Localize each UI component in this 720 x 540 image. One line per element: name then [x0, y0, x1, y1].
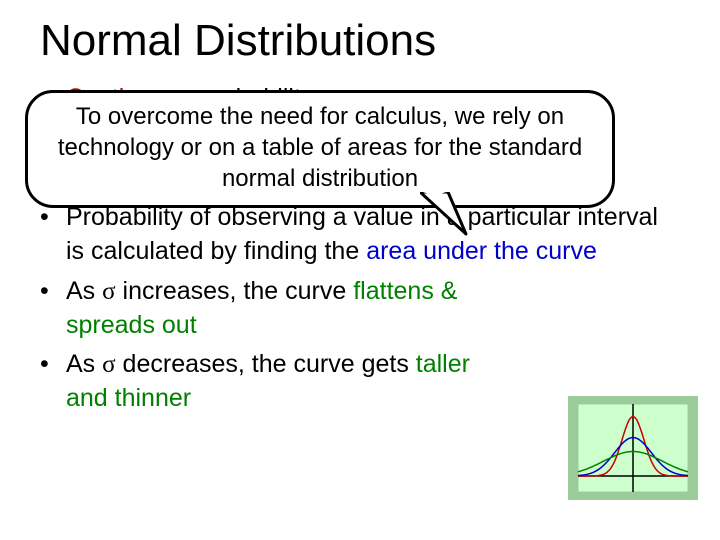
sigma-mini-chart-svg — [568, 396, 698, 500]
bullet-6-t2: decreases, the curve gets — [116, 350, 416, 378]
callout-tail-icon — [420, 192, 480, 242]
bullet-5: As σ increases, the curve flattens & spr… — [40, 275, 486, 343]
bullet-6-t1: As — [66, 350, 102, 378]
slide: Normal Distributions Continuous probabil… — [0, 0, 720, 540]
bullet-6: As σ decreases, the curve gets taller an… — [40, 348, 486, 416]
bullet-5-t2: increases, the curve — [116, 277, 354, 305]
callout-box: To overcome the need for calculus, we re… — [25, 90, 615, 208]
sigma-mini-chart — [568, 396, 698, 500]
sigma-icon: σ — [102, 351, 115, 378]
sigma-icon: σ — [102, 278, 115, 305]
slide-title: Normal Distributions — [40, 18, 680, 64]
bullet-5-t1: As — [66, 277, 102, 305]
bullet-4: Probability of observing a value in a pa… — [40, 201, 680, 269]
bullet-4-blue: area under the curve — [366, 237, 597, 265]
